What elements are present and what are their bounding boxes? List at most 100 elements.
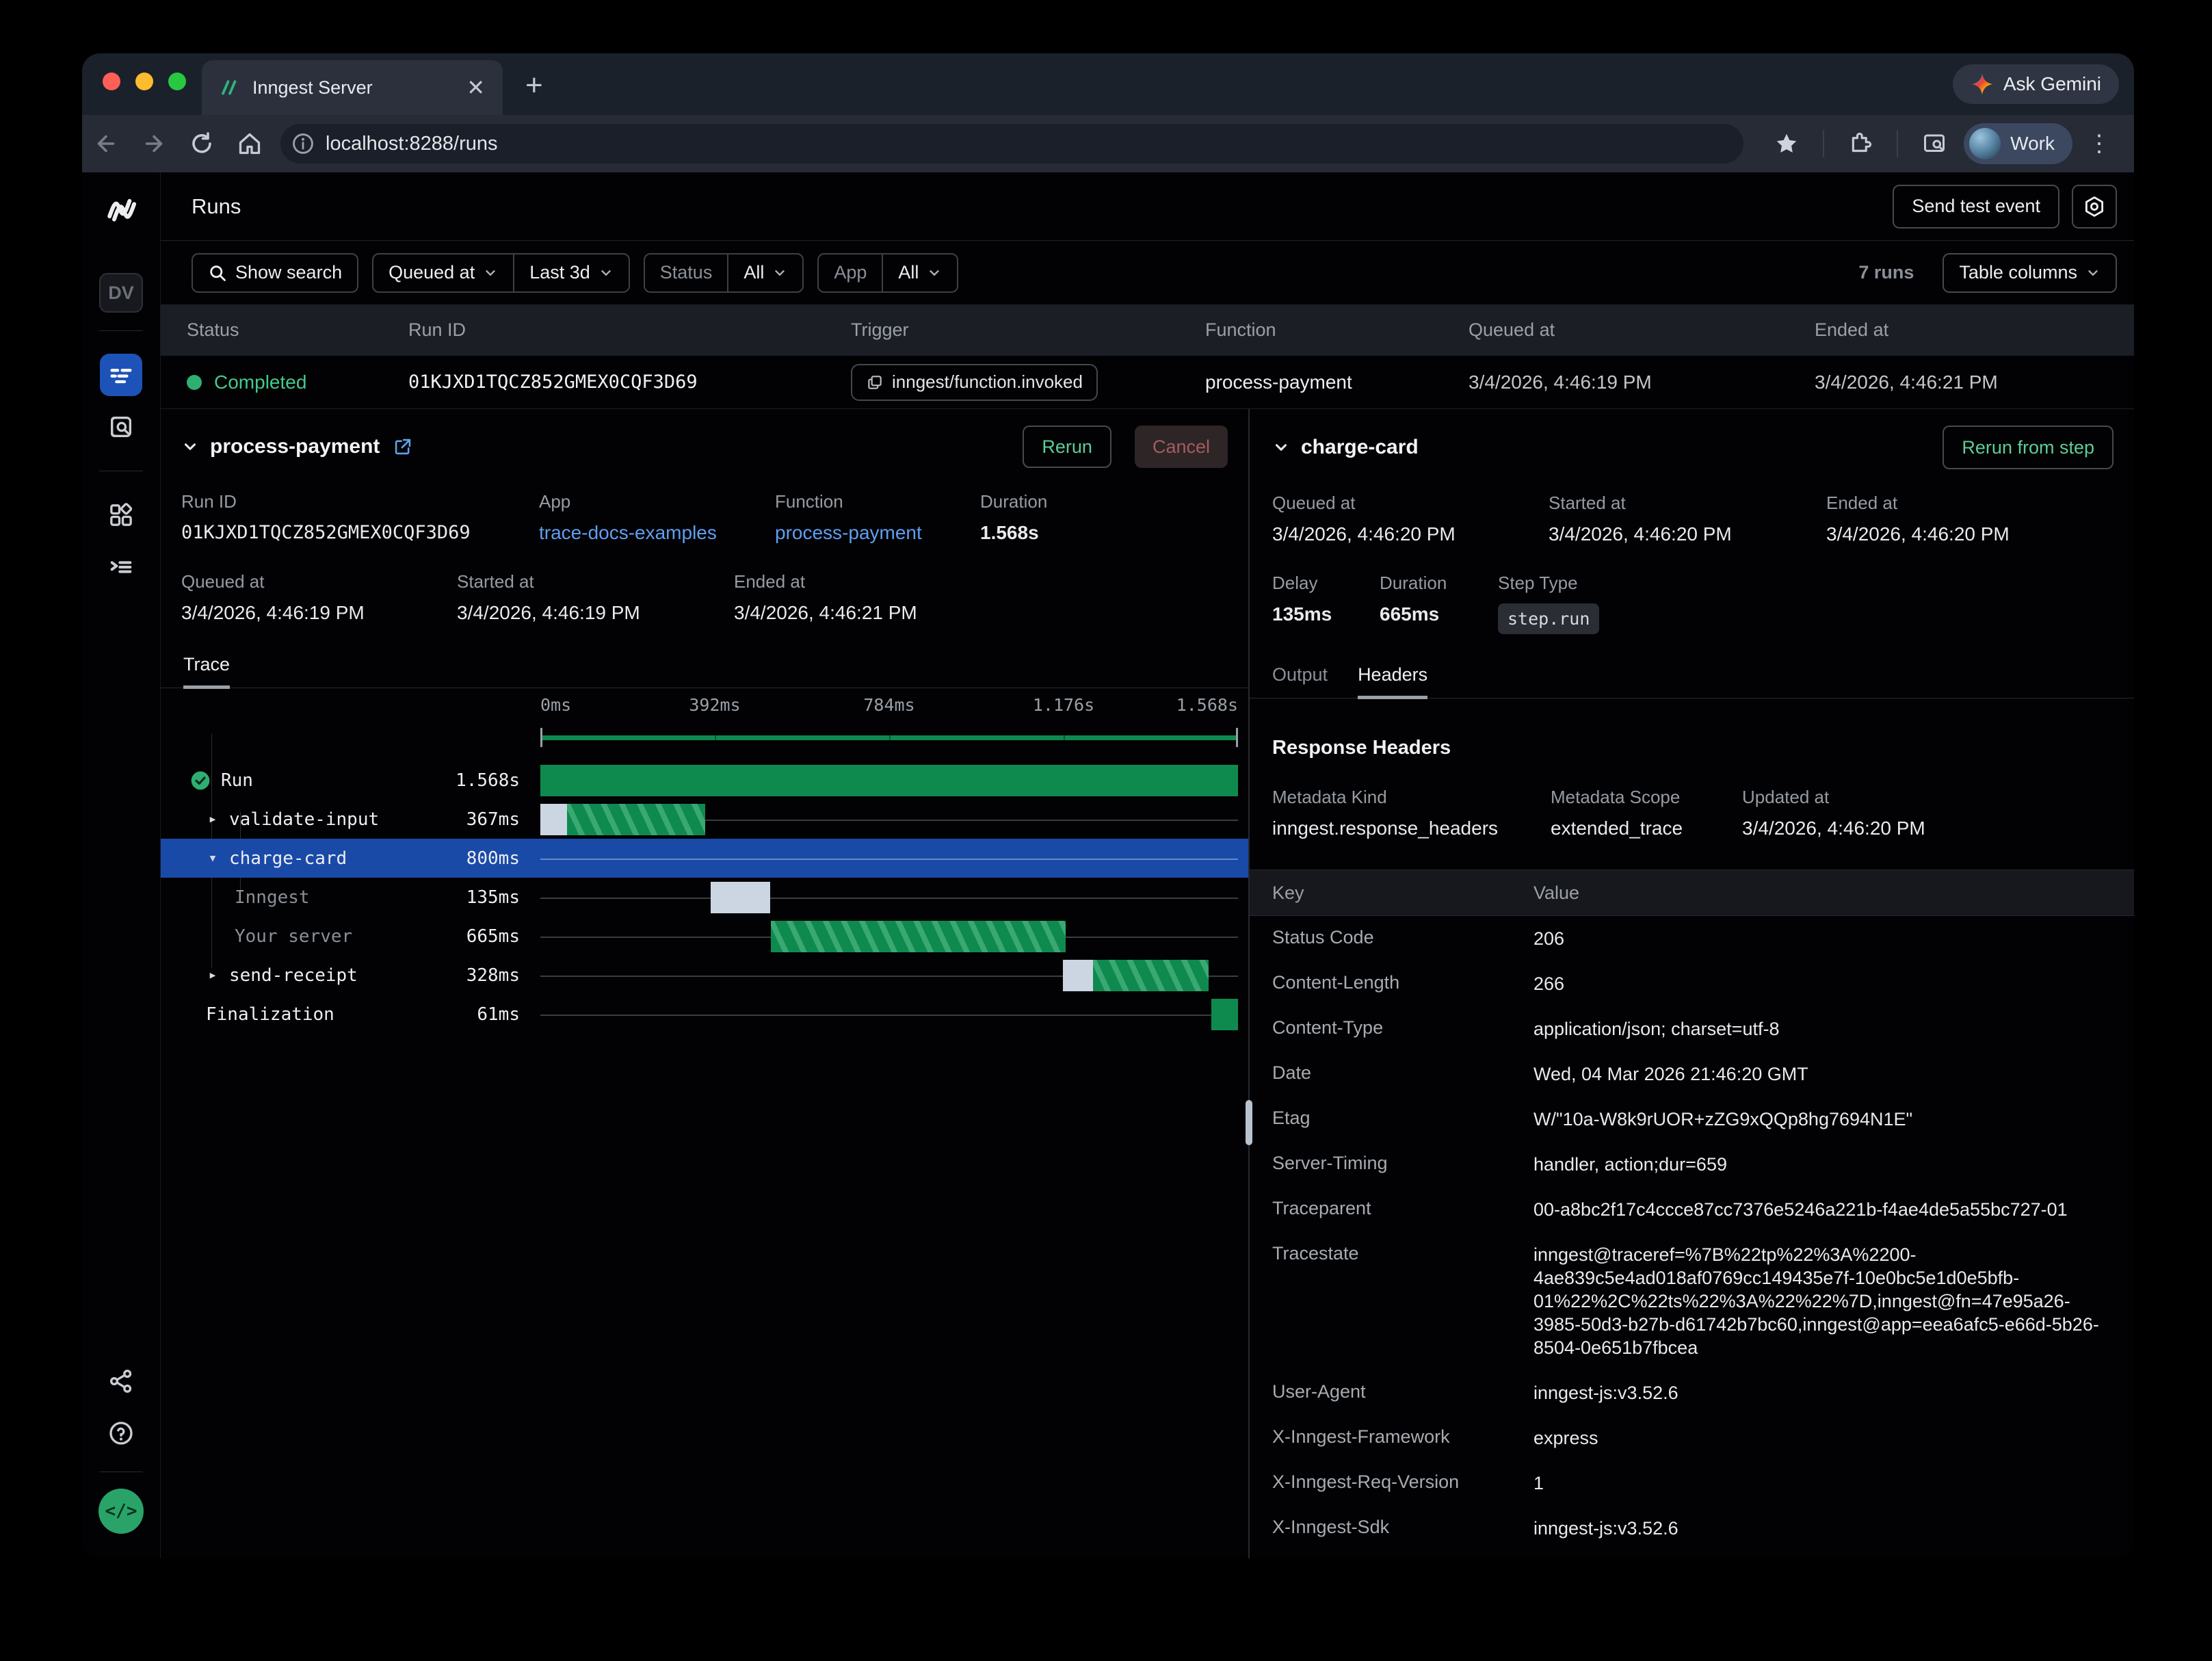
collapse-chevron-icon[interactable] (1272, 439, 1290, 456)
expand-icon[interactable]: ▸ (208, 811, 218, 828)
time-range-dropdown[interactable]: Last 3d (514, 254, 629, 291)
header-row: Date Wed, 04 Mar 2026 21:46:20 GMT (1272, 1062, 1808, 1084)
reading-mode-icon[interactable] (1910, 131, 1958, 156)
home-icon[interactable] (226, 131, 274, 156)
run-id-field: Run ID 01KJXD1TQCZ852GMEX0CQF3D69 (181, 491, 471, 543)
step-detail-panel: charge-card Rerun from step Queued at 3/… (1250, 409, 2134, 1558)
rerun-from-step-button[interactable]: Rerun from step (1943, 426, 2114, 469)
filter-bar: Show search Queued at Last 3d Status (161, 241, 2134, 304)
browser-tab[interactable]: Inngest Server ✕ (202, 60, 503, 115)
step-duration-field: Duration 665ms (1380, 573, 1447, 625)
tab-close-icon[interactable]: ✕ (466, 75, 485, 100)
sidebar-item-runs[interactable] (100, 354, 142, 396)
header-row: X-Inngest-Sdk inngest-js:v3.52.6 (1272, 1517, 1678, 1539)
rerun-button[interactable]: Rerun (1023, 426, 1111, 468)
trace-row-your-server[interactable]: Your server 665ms (161, 917, 1248, 956)
url-text: localhost:8288/runs (326, 132, 498, 155)
col-status: Status (187, 319, 239, 340)
chevron-down-icon (601, 270, 611, 276)
function-name: process-payment (1205, 371, 1352, 393)
tab-trace[interactable]: Trace (183, 654, 231, 689)
col-ended-at: Ended at (1815, 319, 1889, 340)
trace-row-validate-input[interactable]: ▸ validate-input 367ms (161, 800, 1248, 839)
expand-icon[interactable]: ▸ (208, 967, 218, 984)
header-row: Etag W/"10a-W8k9rUOR+zZG9xQQp8hg7694N1E" (1272, 1108, 1913, 1129)
trace-row-inngest[interactable]: Inngest 135ms (161, 878, 1248, 917)
window-controls (103, 73, 186, 90)
col-function: Function (1205, 319, 1276, 340)
trigger-pill[interactable]: inngest/function.invoked (851, 363, 1098, 401)
minimize-window-button[interactable] (135, 73, 153, 90)
headers-table-header: Key Value (1250, 869, 2134, 916)
app-sidebar: DV </> (82, 172, 161, 1558)
trace-minimap[interactable] (540, 728, 1238, 747)
sidebar-item-debugger[interactable] (100, 406, 142, 448)
page-header: Runs Send test event (161, 172, 2134, 241)
app-filter-dropdown[interactable]: All (883, 254, 957, 291)
back-icon[interactable] (82, 131, 130, 156)
apps-icon (110, 503, 133, 526)
dev-mode-toggle[interactable]: </> (98, 1489, 144, 1534)
settings-button[interactable] (2072, 184, 2117, 228)
status-badge: Completed (214, 371, 307, 393)
panel-resizer[interactable] (1246, 409, 1252, 1558)
app-filter-label: App (834, 262, 867, 283)
inngest-logo-icon (220, 77, 240, 98)
forward-icon[interactable] (130, 131, 178, 156)
trace-row-run[interactable]: Run 1.568s (161, 761, 1248, 800)
header-row: User-Agent inngest-js:v3.52.6 (1272, 1381, 1678, 1403)
profile-name: Work (2010, 133, 2055, 154)
send-test-event-button[interactable]: Send test event (1893, 184, 2059, 228)
queued-at-value: 3/4/2026, 4:46:19 PM (1469, 371, 1652, 393)
header-row: X-Powered-ByExpress (1250, 1551, 2134, 1558)
header-row: Traceparent 00-a8bc2f17c4ccce87cc7376e524… (1272, 1198, 2068, 1220)
sidebar-item-help[interactable] (100, 1412, 142, 1454)
tab-headers[interactable]: Headers (1358, 664, 1428, 699)
ask-gemini-button[interactable]: Ask Gemini (1952, 64, 2119, 104)
function-link[interactable]: process-payment (775, 522, 922, 543)
extensions-icon[interactable] (1836, 131, 1884, 156)
time-field-dropdown[interactable]: Queued at (373, 254, 513, 291)
browser-tab-strip: Inngest Server ✕ + Ask Gemini (82, 53, 2134, 115)
table-row[interactable]: Completed 01KJXD1TQCZ852GMEX0CQF3D69 inn… (161, 356, 2134, 409)
show-search-button[interactable]: Show search (192, 252, 359, 293)
reload-icon[interactable] (178, 131, 226, 156)
share-icon (110, 1370, 132, 1393)
browser-menu-icon[interactable]: ⋮ (2088, 131, 2111, 157)
app-filter: App All (817, 252, 959, 293)
close-window-button[interactable] (103, 73, 120, 90)
environment-badge[interactable]: DV (99, 273, 143, 313)
trace-row-send-receipt[interactable]: ▸ send-receipt 328ms (161, 956, 1248, 995)
status-dot (187, 374, 202, 390)
step-queued-field: Queued at 3/4/2026, 4:46:20 PM (1272, 493, 1456, 545)
status-filter-dropdown[interactable]: All (728, 254, 802, 291)
sidebar-item-share[interactable] (100, 1360, 142, 1402)
cancel-button[interactable]: Cancel (1134, 426, 1228, 468)
profile-chip[interactable]: Work (1964, 123, 2072, 164)
address-bar[interactable]: localhost:8288/runs (280, 124, 1744, 164)
collapse-icon[interactable]: ▾ (208, 850, 218, 867)
resizer-handle[interactable] (1246, 1100, 1252, 1145)
search-icon (210, 265, 226, 281)
tab-output[interactable]: Output (1272, 664, 1328, 685)
sidebar-item-apps[interactable] (100, 494, 142, 536)
new-tab-button[interactable]: + (525, 68, 543, 102)
header-row: Tracestate inngest@traceref=%7B%22tp%22%3… (1272, 1243, 2099, 1358)
tab-title: Inngest Server (252, 77, 373, 98)
table-columns-dropdown[interactable]: Table columns (1943, 252, 2117, 293)
header-row: Content-Length 266 (1272, 972, 1565, 994)
function-field: Function process-payment (775, 491, 980, 544)
updated-at-field: Updated at 3/4/2026, 4:46:20 PM (1742, 787, 1925, 839)
sidebar-item-terminal[interactable] (100, 546, 142, 588)
run-detail-panel: process-payment Rerun Cancel Run ID (161, 409, 1248, 1558)
collapse-chevron-icon[interactable] (181, 438, 199, 456)
app-link[interactable]: trace-docs-examples (539, 522, 717, 543)
browser-toolbar: localhost:8288/runs Work ⋮ (82, 115, 2134, 172)
gemini-icon (1971, 73, 1994, 96)
bookmark-star-icon[interactable] (1763, 131, 1811, 156)
zoom-window-button[interactable] (168, 73, 186, 90)
trace-row-charge-card[interactable]: ▾ charge-card 800ms (161, 839, 1248, 878)
external-link-icon[interactable] (393, 437, 412, 456)
trace-waterfall: 0ms 392ms 784ms 1.176s 1.568s (161, 695, 1248, 1034)
trace-row-finalization[interactable]: Finalization 61ms (161, 995, 1248, 1034)
